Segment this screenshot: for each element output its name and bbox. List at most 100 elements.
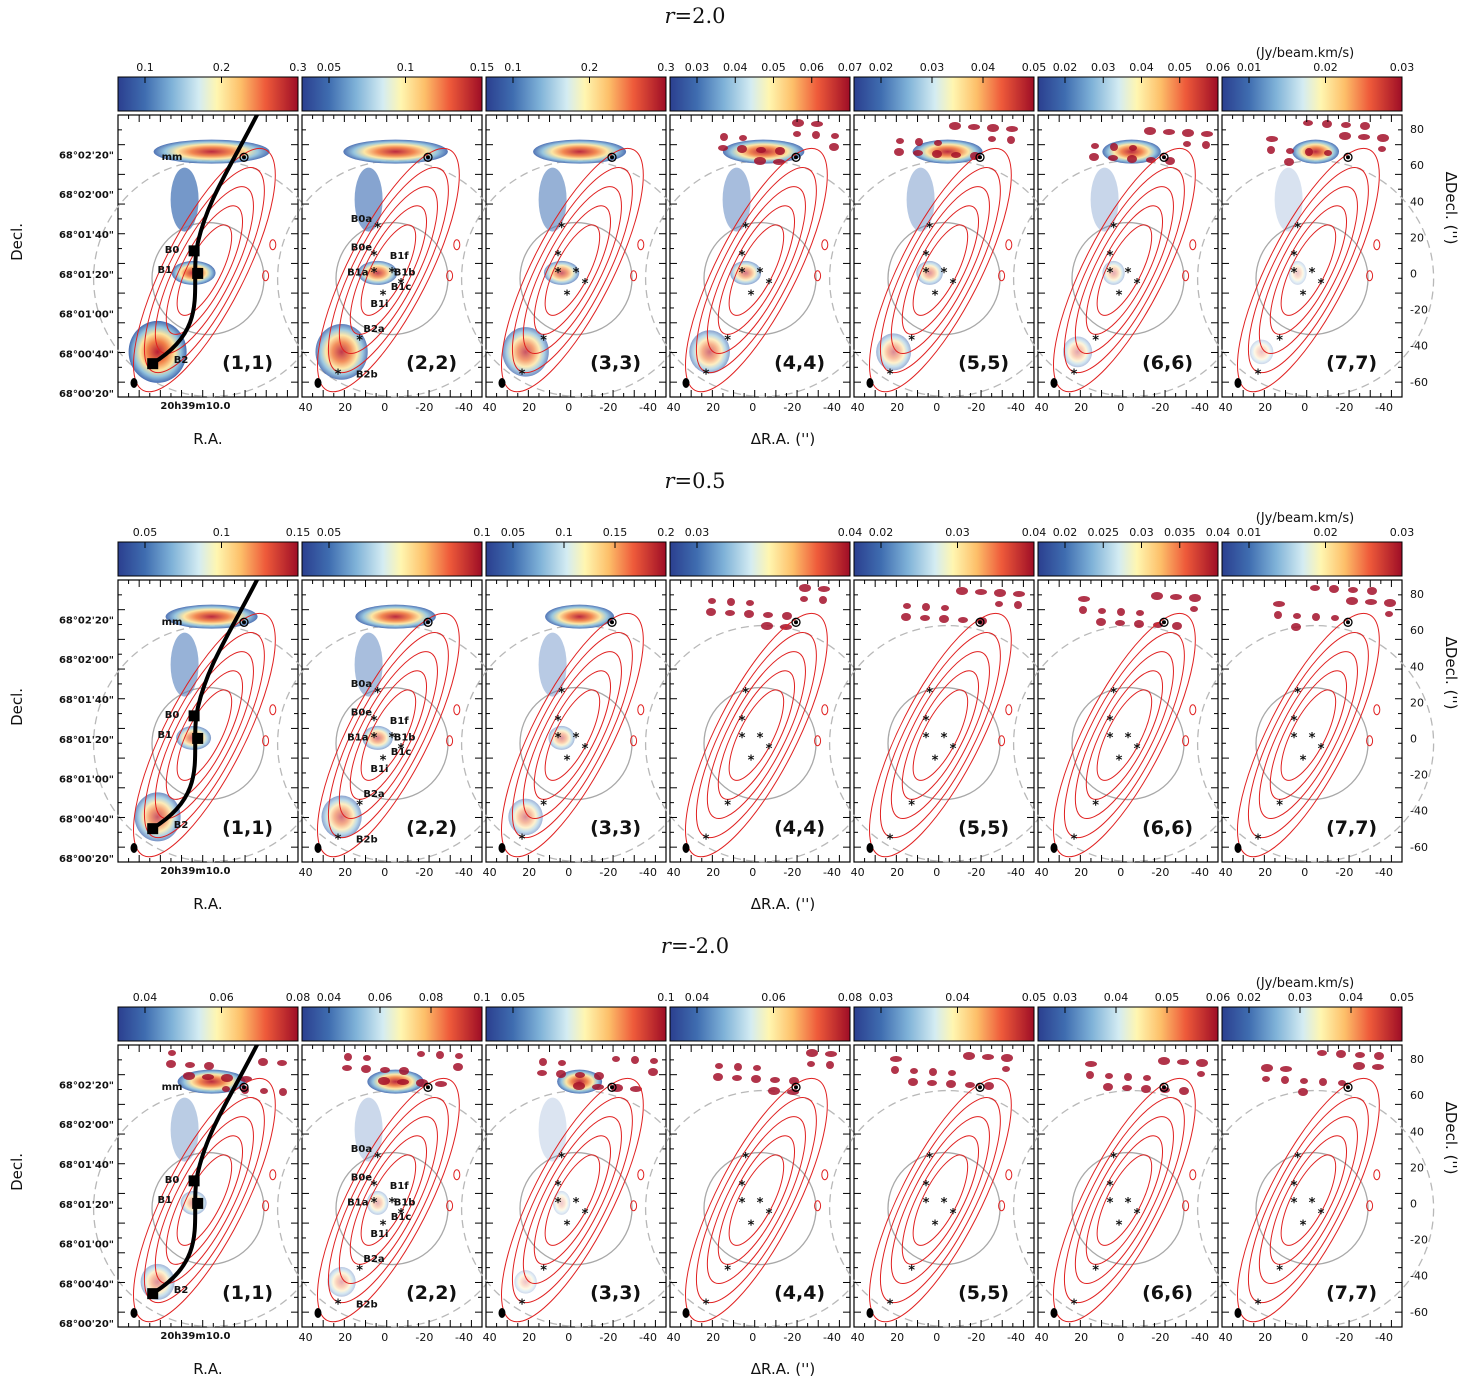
dec-tick-label: 68°01'00"	[59, 1240, 114, 1251]
source-star: *	[926, 221, 933, 236]
noise-speckle	[1348, 587, 1358, 593]
source-star: *	[374, 686, 381, 701]
panel-content	[866, 587, 1025, 858]
dec-tick-label: 68°02'00"	[59, 190, 114, 201]
noise-speckle	[1365, 599, 1377, 605]
colorbar-tick-label: 0.05	[501, 526, 526, 539]
intensity-contour	[728, 689, 785, 781]
intensity-contour	[133, 1077, 276, 1323]
dra-tick-label: 20	[522, 866, 536, 879]
dra-tick-label: 0	[1301, 401, 1308, 414]
panel-frame	[1221, 1044, 1403, 1328]
beam-ellipse	[498, 843, 506, 853]
beam-ellipse	[866, 843, 874, 853]
noise-speckle	[1144, 127, 1156, 135]
dra-tick-label: -20	[599, 866, 617, 879]
noise-speckle	[746, 600, 754, 606]
dec-axis-label: Decl.	[8, 1153, 26, 1191]
colorbar-tick-label: 0.04	[1022, 526, 1047, 539]
intensity-contour	[453, 704, 461, 716]
field-circle	[1255, 1151, 1369, 1266]
row-title: r=2.0	[664, 4, 725, 28]
dra-tick-label: 20	[338, 401, 352, 414]
intensity-contour	[327, 632, 449, 839]
noise-speckle	[1110, 143, 1118, 151]
dra-tick-label: 40	[851, 866, 865, 879]
dra-tick-label: -20	[415, 866, 433, 879]
intensity-contour	[453, 239, 461, 251]
field-circle	[1255, 686, 1369, 801]
source-star: *	[356, 799, 363, 814]
intensity-contour	[154, 651, 254, 820]
noise-speckle	[1355, 1052, 1365, 1058]
noise-speckle	[1324, 150, 1332, 156]
dra-tick-label: -20	[967, 1331, 985, 1344]
source-label: B0a	[351, 214, 372, 225]
source-label-mm: mm	[162, 1082, 183, 1093]
noise-speckle	[780, 624, 792, 630]
dra-tick-label: -20	[415, 401, 433, 414]
noise-speckle	[984, 1082, 994, 1090]
dra-tick-label: -20	[967, 866, 985, 879]
source-star: *	[739, 249, 746, 264]
ddec-tick-label: -60	[1410, 1306, 1428, 1319]
noise-speckle	[768, 1087, 780, 1095]
intensity-contour	[143, 1097, 265, 1304]
mm-source	[239, 152, 249, 162]
mm-source-core	[1162, 1085, 1166, 1090]
map-panel	[92, 114, 331, 398]
dra-tick-label: 0	[933, 866, 940, 879]
noise-speckle	[1291, 623, 1301, 631]
intensity-contour	[1085, 1135, 1164, 1265]
noise-speckle	[932, 150, 942, 158]
intensity-contour	[154, 186, 254, 355]
colorbar	[485, 541, 667, 577]
intensity-contour	[165, 205, 244, 335]
colorbar-tick-label: 0.1	[504, 61, 522, 74]
mm-source-core	[1346, 620, 1350, 625]
intensity-contour	[695, 167, 817, 374]
dec-tick-label: 68°01'40"	[59, 695, 114, 706]
ddec-tick-label: 20	[1410, 1161, 1424, 1174]
noise-speckle	[773, 159, 785, 165]
intensity-contour	[533, 1135, 612, 1265]
noise-speckle	[987, 124, 999, 132]
intensity-contour	[1005, 1169, 1013, 1181]
source-star: *	[1071, 1297, 1078, 1312]
noise-speckle	[1086, 1071, 1094, 1079]
source-star: *	[335, 1297, 342, 1312]
source-label-b0: B0	[165, 710, 180, 721]
source-label: B1i	[370, 764, 388, 775]
intensity-contour	[717, 1135, 796, 1265]
colorbar-tick-label: 0.06	[368, 991, 393, 1004]
source-star: *	[703, 1297, 710, 1312]
dra-tick-label: -20	[1335, 401, 1353, 414]
field-circle	[335, 686, 449, 801]
intensity-contour	[706, 651, 806, 820]
source-star: *	[1276, 1264, 1283, 1279]
dra-tick-label: 20	[1258, 401, 1272, 414]
ra-tick-label: 20h39m10.0	[160, 866, 230, 877]
noise-speckle	[1079, 606, 1087, 614]
source-star: *	[555, 731, 562, 746]
noise-speckle	[1183, 141, 1191, 147]
dra-tick-label: -20	[415, 1331, 433, 1344]
noise-speckle	[720, 133, 728, 141]
source-star: *	[564, 288, 571, 303]
dec-tick-label: 68°02'20"	[59, 1080, 114, 1091]
mm-source	[423, 617, 433, 627]
colorbar-tick-label: 0.07	[838, 61, 863, 74]
colorbar-tick-label: 0.05	[1022, 991, 1047, 1004]
ddec-tick-label: 40	[1410, 660, 1424, 673]
noise-speckle	[1143, 1075, 1151, 1081]
ddec-tick-label: 80	[1410, 123, 1424, 136]
mm-source	[1343, 152, 1353, 162]
row-title: r=0.5	[664, 469, 725, 493]
intensity-contour	[262, 270, 270, 282]
transition-label: (3,3)	[590, 1282, 641, 1304]
field-circle	[703, 221, 817, 336]
source-star: *	[1125, 266, 1132, 281]
ddec-tick-label: 40	[1410, 195, 1424, 208]
source-star: *	[371, 266, 378, 281]
noise-speckle	[1129, 145, 1137, 151]
